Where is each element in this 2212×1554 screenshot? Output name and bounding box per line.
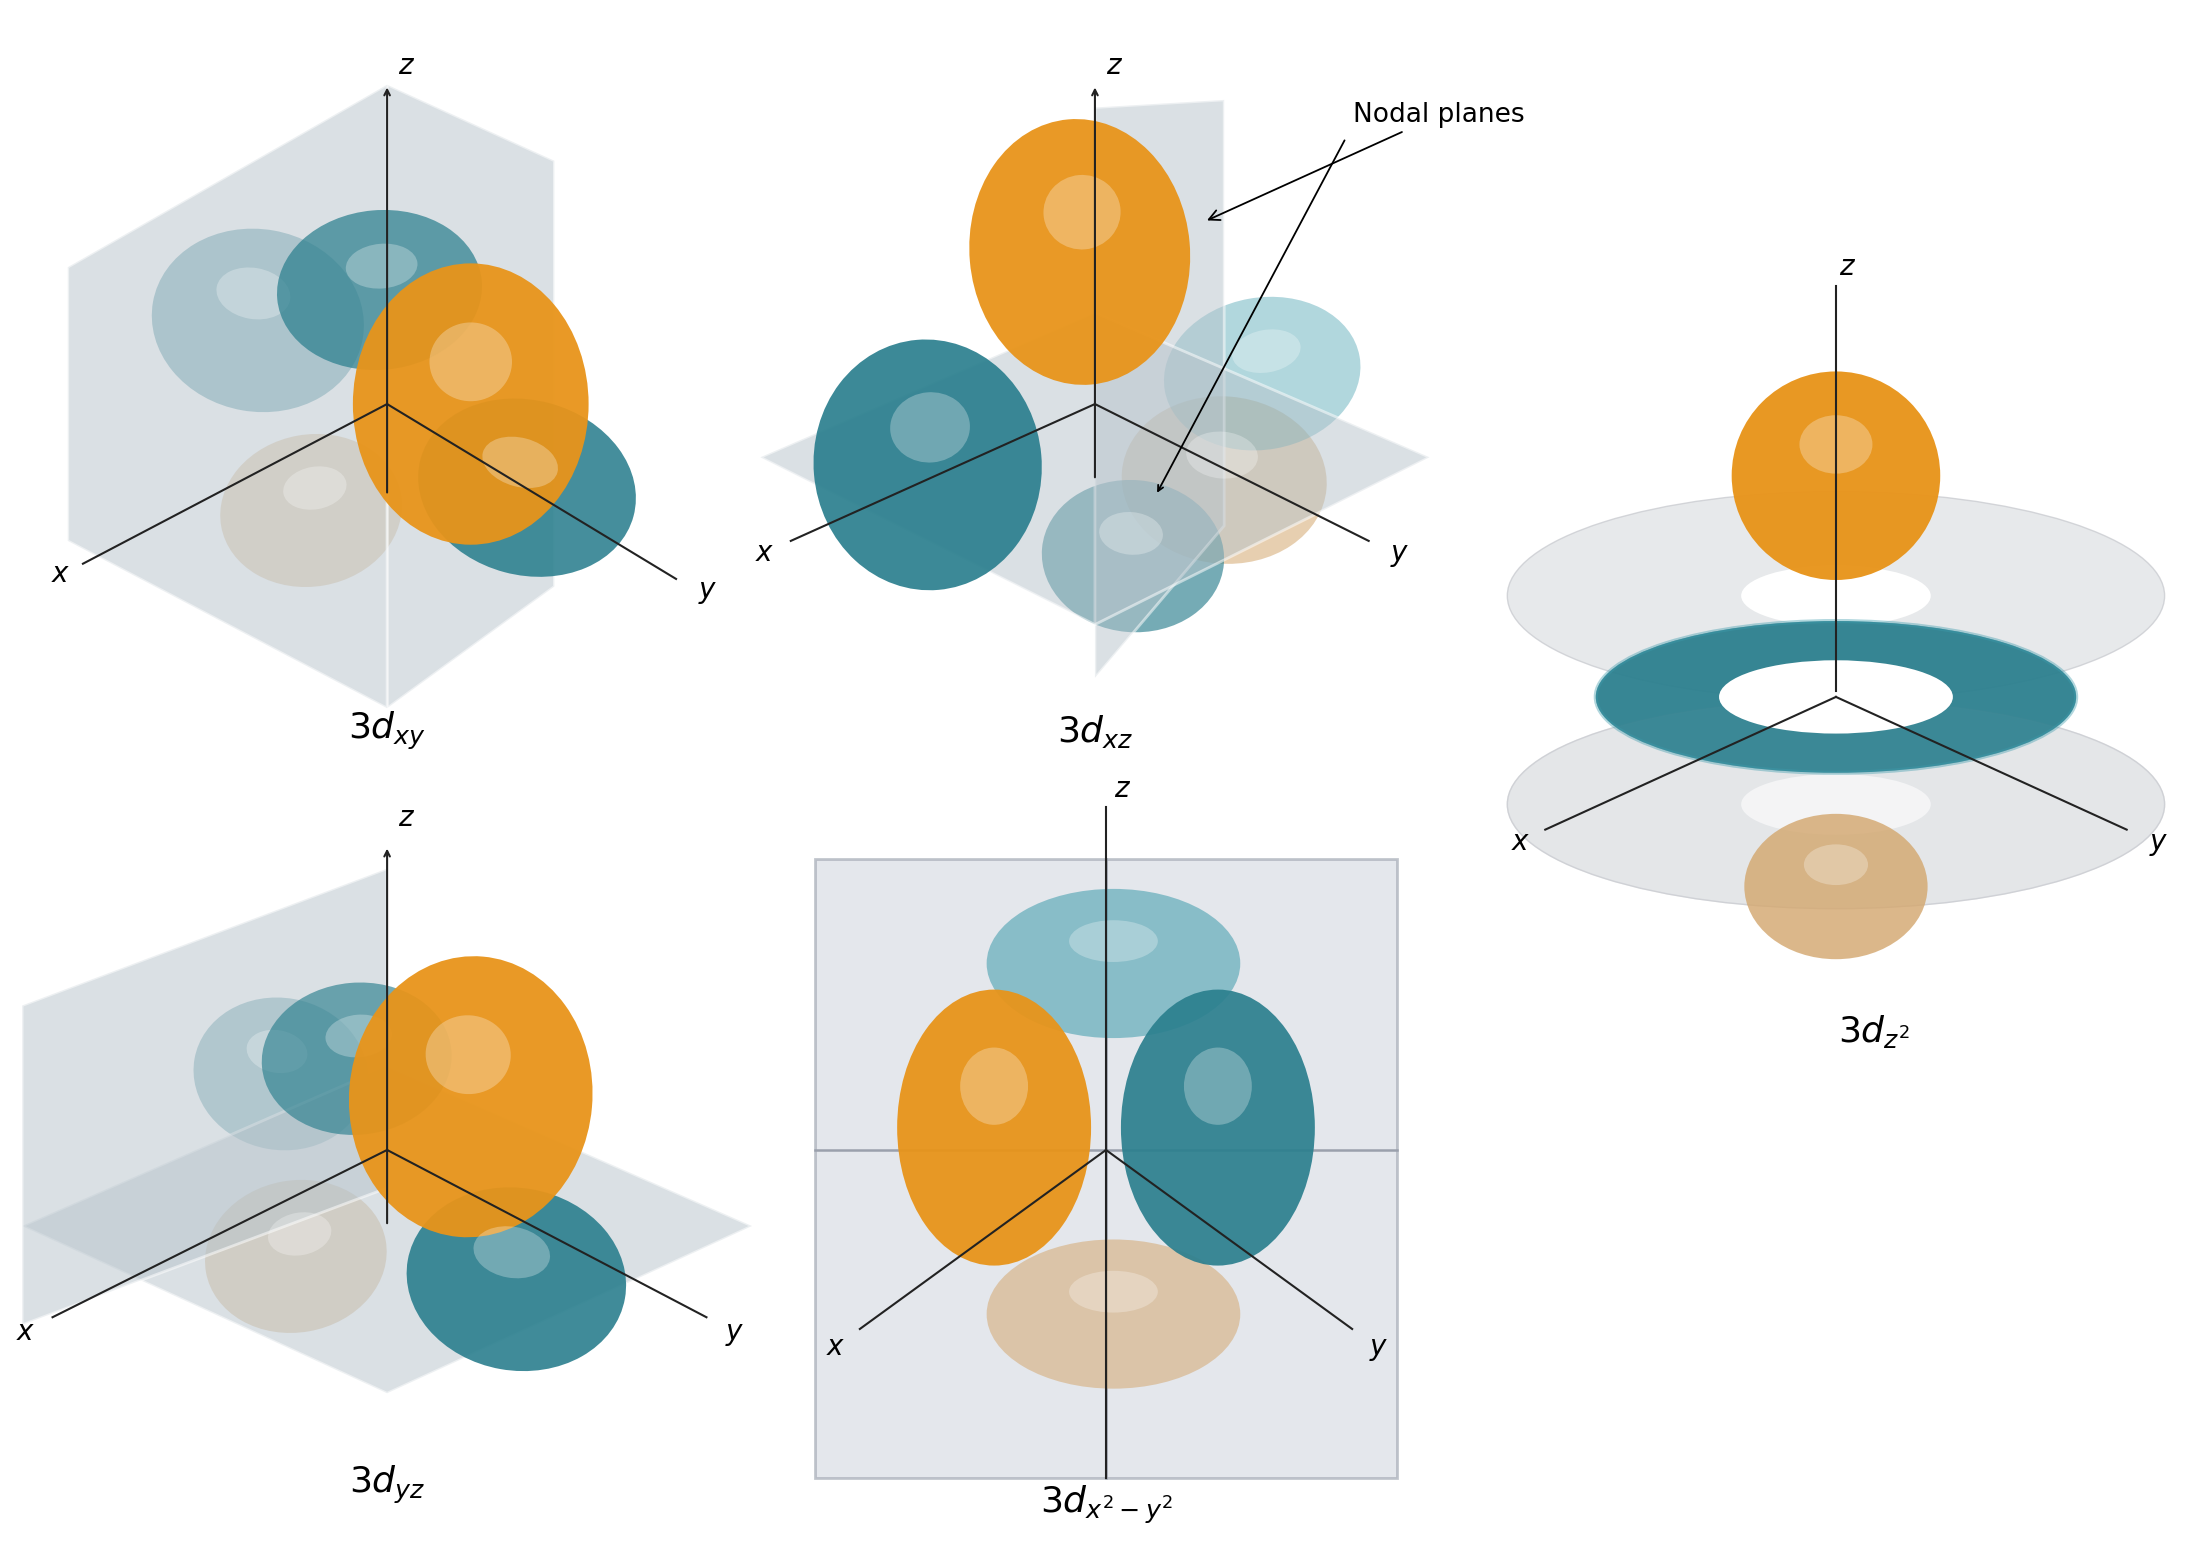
Ellipse shape bbox=[1232, 329, 1301, 373]
Ellipse shape bbox=[1798, 415, 1871, 474]
Ellipse shape bbox=[473, 1226, 551, 1279]
Text: x: x bbox=[18, 1318, 33, 1346]
Ellipse shape bbox=[1732, 371, 1940, 580]
Ellipse shape bbox=[325, 1015, 392, 1057]
Text: $3d_{xy}$: $3d_{xy}$ bbox=[347, 710, 427, 752]
Ellipse shape bbox=[898, 990, 1091, 1265]
Ellipse shape bbox=[1595, 622, 2077, 772]
Ellipse shape bbox=[268, 1212, 332, 1256]
Ellipse shape bbox=[407, 1187, 626, 1371]
Ellipse shape bbox=[261, 982, 451, 1134]
Ellipse shape bbox=[889, 392, 969, 463]
Ellipse shape bbox=[1719, 660, 1953, 733]
Polygon shape bbox=[69, 84, 387, 709]
Polygon shape bbox=[22, 1066, 752, 1394]
Text: $3d_{yz}$: $3d_{yz}$ bbox=[349, 1464, 425, 1506]
Ellipse shape bbox=[1068, 1271, 1157, 1313]
Text: y: y bbox=[1369, 1333, 1385, 1361]
Ellipse shape bbox=[1506, 701, 2166, 909]
Polygon shape bbox=[22, 869, 387, 1326]
Ellipse shape bbox=[153, 228, 363, 412]
Ellipse shape bbox=[1741, 566, 1931, 626]
Ellipse shape bbox=[1068, 920, 1157, 962]
Text: z: z bbox=[1838, 253, 1854, 281]
Ellipse shape bbox=[349, 956, 593, 1237]
Ellipse shape bbox=[1741, 774, 1931, 834]
Text: Nodal planes: Nodal planes bbox=[1208, 103, 1524, 221]
Text: x: x bbox=[827, 1333, 843, 1361]
Text: y: y bbox=[1391, 539, 1407, 567]
Ellipse shape bbox=[1044, 176, 1121, 250]
Ellipse shape bbox=[1121, 990, 1314, 1265]
Text: z: z bbox=[1113, 775, 1128, 803]
Ellipse shape bbox=[1805, 844, 1867, 886]
Ellipse shape bbox=[1183, 1047, 1252, 1125]
Ellipse shape bbox=[1186, 432, 1259, 479]
Text: $3d_{x^2-y^2}$: $3d_{x^2-y^2}$ bbox=[1040, 1484, 1172, 1526]
Ellipse shape bbox=[217, 267, 290, 320]
Text: z: z bbox=[1106, 53, 1121, 81]
Ellipse shape bbox=[1121, 396, 1327, 564]
Ellipse shape bbox=[246, 1030, 307, 1074]
Ellipse shape bbox=[814, 339, 1042, 591]
Ellipse shape bbox=[969, 120, 1190, 385]
Ellipse shape bbox=[1164, 297, 1360, 451]
Text: x: x bbox=[51, 561, 69, 589]
Polygon shape bbox=[387, 84, 555, 709]
Text: x: x bbox=[1511, 828, 1528, 856]
Ellipse shape bbox=[354, 263, 588, 545]
Ellipse shape bbox=[276, 210, 482, 370]
Ellipse shape bbox=[960, 1047, 1029, 1125]
Text: y: y bbox=[2150, 828, 2166, 856]
Ellipse shape bbox=[345, 244, 418, 289]
Ellipse shape bbox=[1042, 480, 1223, 632]
Text: z: z bbox=[398, 805, 414, 833]
Ellipse shape bbox=[987, 889, 1241, 1038]
Text: y: y bbox=[726, 1318, 741, 1346]
Text: $3d_{z^2}$: $3d_{z^2}$ bbox=[1838, 1013, 1909, 1051]
Text: $3d_{xz}$: $3d_{xz}$ bbox=[1057, 712, 1133, 749]
Text: z: z bbox=[398, 53, 414, 81]
Ellipse shape bbox=[1099, 511, 1164, 555]
Ellipse shape bbox=[1595, 622, 2077, 772]
Polygon shape bbox=[1095, 99, 1223, 678]
Text: y: y bbox=[699, 575, 714, 603]
Ellipse shape bbox=[283, 466, 347, 510]
Ellipse shape bbox=[1506, 701, 2166, 909]
Ellipse shape bbox=[221, 434, 403, 587]
Ellipse shape bbox=[429, 322, 511, 401]
Text: x: x bbox=[754, 539, 772, 567]
Polygon shape bbox=[761, 312, 1429, 625]
Polygon shape bbox=[814, 859, 1398, 1478]
Ellipse shape bbox=[206, 1179, 387, 1333]
Ellipse shape bbox=[482, 437, 557, 488]
Ellipse shape bbox=[192, 998, 367, 1150]
Ellipse shape bbox=[425, 1015, 511, 1094]
Ellipse shape bbox=[987, 1240, 1241, 1389]
Ellipse shape bbox=[418, 398, 635, 577]
Ellipse shape bbox=[1506, 491, 2166, 701]
Ellipse shape bbox=[1745, 814, 1927, 959]
